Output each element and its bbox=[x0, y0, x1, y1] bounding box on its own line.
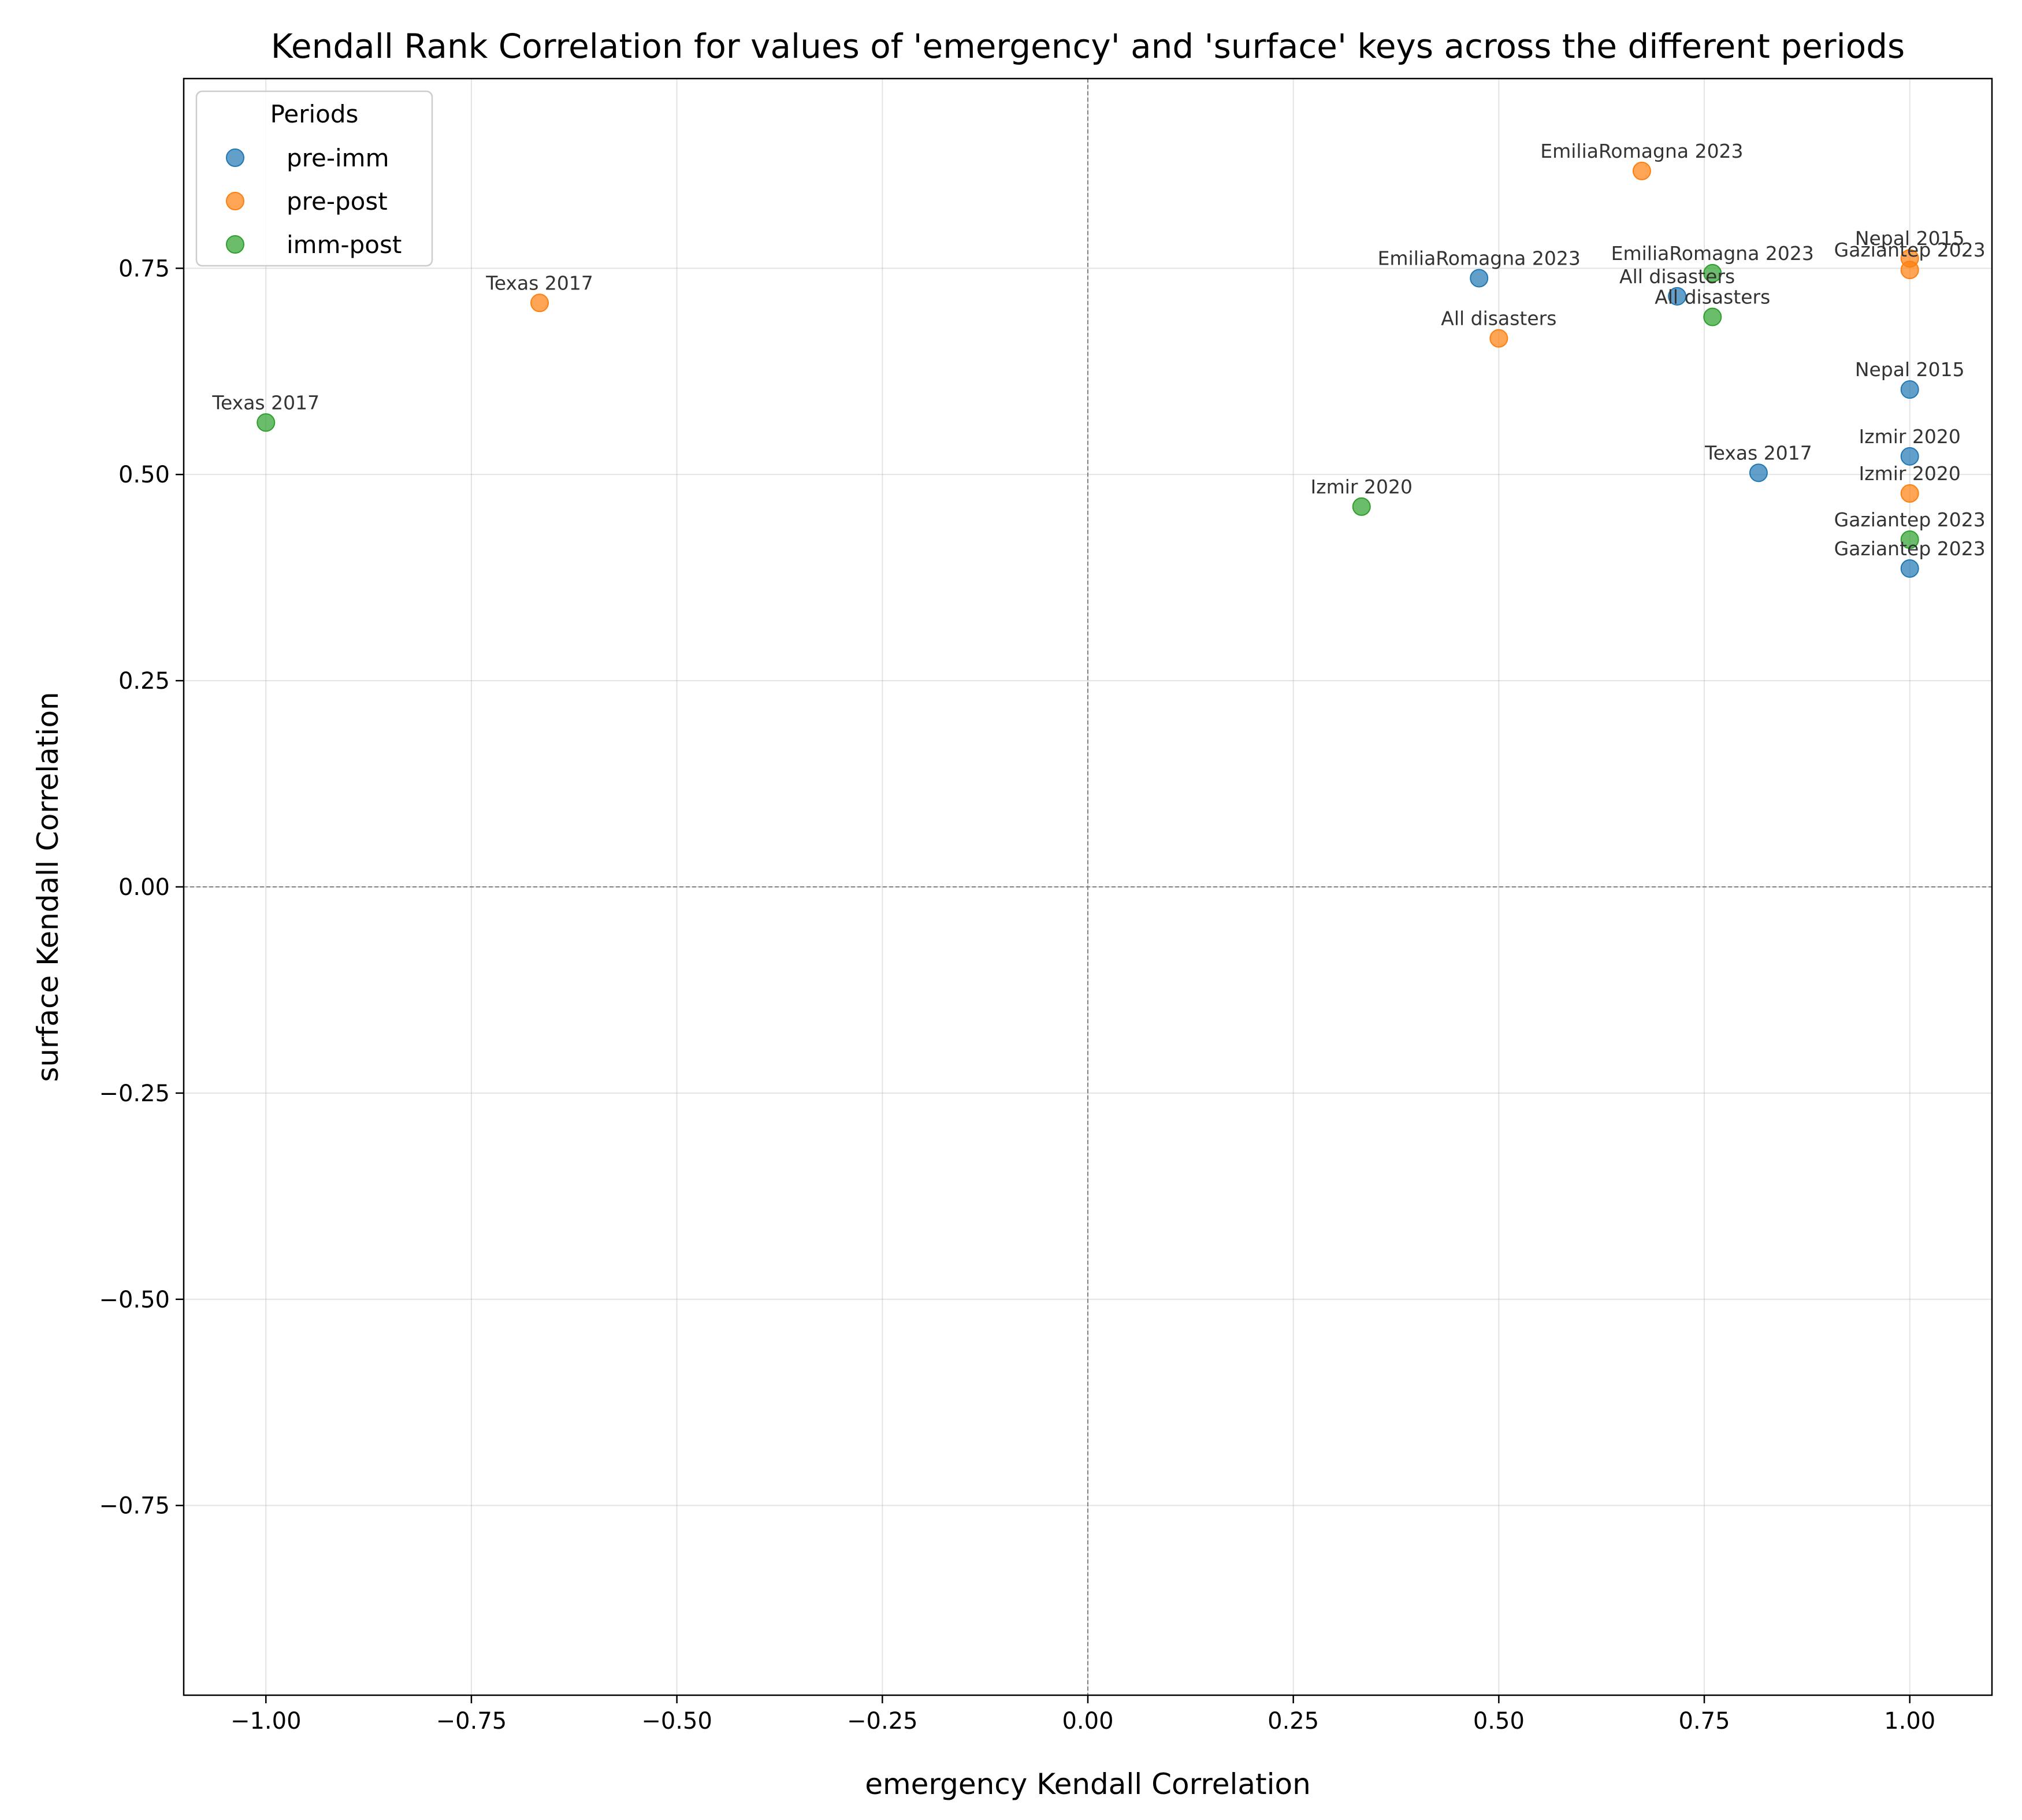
legend-label: pre-imm bbox=[287, 144, 389, 172]
legend: Periods pre-imm pre-post imm-post bbox=[195, 90, 433, 267]
x-tick-label: −0.50 bbox=[641, 1708, 712, 1734]
point-label: Nepal 2015 bbox=[1855, 227, 1965, 250]
point-label: Izmir 2020 bbox=[1859, 425, 1961, 448]
data-point bbox=[1900, 559, 1919, 578]
legend-marker bbox=[226, 235, 244, 254]
data-point bbox=[1703, 307, 1722, 326]
data-point bbox=[1900, 484, 1919, 503]
point-label: EmiliaRomagna 2023 bbox=[1540, 140, 1743, 162]
data-point bbox=[1900, 380, 1919, 399]
data-point bbox=[1900, 447, 1919, 466]
point-label: All disasters bbox=[1619, 265, 1735, 288]
data-point bbox=[1668, 287, 1687, 306]
data-point bbox=[1900, 261, 1919, 280]
legend-box bbox=[195, 90, 433, 267]
point-label: Texas 2017 bbox=[211, 391, 319, 414]
x-tick-label: 0.25 bbox=[1268, 1708, 1319, 1734]
legend-entries: pre-imm pre-post imm-post bbox=[226, 144, 402, 259]
legend-label: pre-post bbox=[287, 187, 388, 216]
x-tick-label: −0.75 bbox=[436, 1708, 507, 1734]
x-tick-label: −0.25 bbox=[847, 1708, 918, 1734]
point-label: EmiliaRomagna 2023 bbox=[1378, 247, 1581, 269]
data-point bbox=[1749, 463, 1768, 482]
y-tick-label: 0.00 bbox=[118, 874, 170, 901]
point-label: Texas 2017 bbox=[1704, 441, 1812, 464]
x-tick-label: 0.00 bbox=[1062, 1708, 1113, 1734]
point-label: All disasters bbox=[1441, 307, 1556, 330]
point-label: Gaziantep 2023 bbox=[1834, 239, 1986, 261]
axis-ticks: −1.00 −0.75 −0.50 −0.25 0.00 0.25 0.50 0.75 1.00… bbox=[99, 255, 1935, 1734]
data-point bbox=[1352, 497, 1371, 516]
y-tick-label: 0.75 bbox=[118, 255, 170, 282]
point-label: Gaziantep 2023 bbox=[1834, 537, 1986, 560]
chart-title: Kendall Rank Correlation for values of '… bbox=[271, 27, 1905, 66]
data-point bbox=[1900, 530, 1919, 549]
point-label: All disasters bbox=[1655, 286, 1770, 309]
data-point bbox=[1489, 329, 1508, 348]
legend-label: imm-post bbox=[287, 231, 402, 259]
y-tick-label: 0.25 bbox=[118, 668, 170, 694]
point-label: Texas 2017 bbox=[485, 272, 593, 294]
legend-title: Periods bbox=[270, 100, 359, 128]
point-label: Izmir 2020 bbox=[1859, 462, 1961, 485]
point-label: Gaziantep 2023 bbox=[1834, 508, 1986, 531]
data-point bbox=[1632, 161, 1651, 180]
reference-lines bbox=[184, 79, 1992, 1695]
data-points bbox=[257, 161, 1919, 578]
x-tick-label: 0.50 bbox=[1473, 1708, 1525, 1734]
data-point bbox=[1703, 263, 1722, 283]
legend-marker bbox=[226, 192, 244, 210]
y-tick-label: −0.50 bbox=[99, 1287, 170, 1313]
point-label: Izmir 2020 bbox=[1311, 476, 1413, 498]
point-label: EmiliaRomagna 2023 bbox=[1611, 242, 1814, 265]
data-point bbox=[1470, 269, 1489, 288]
data-point bbox=[530, 294, 549, 313]
y-tick-label: −0.75 bbox=[99, 1493, 170, 1520]
x-tick-label: −1.00 bbox=[231, 1708, 302, 1734]
x-tick-label: 1.00 bbox=[1884, 1708, 1935, 1734]
legend-marker bbox=[226, 148, 244, 167]
x-tick-label: 0.75 bbox=[1679, 1708, 1730, 1734]
data-point bbox=[257, 413, 276, 432]
y-axis-label: surface Kendall Correlation bbox=[31, 692, 65, 1082]
x-axis-label: emergency Kendall Correlation bbox=[865, 1767, 1311, 1801]
y-tick-label: −0.25 bbox=[99, 1080, 170, 1107]
y-tick-label: 0.50 bbox=[118, 462, 170, 488]
point-label: Nepal 2015 bbox=[1855, 358, 1965, 381]
